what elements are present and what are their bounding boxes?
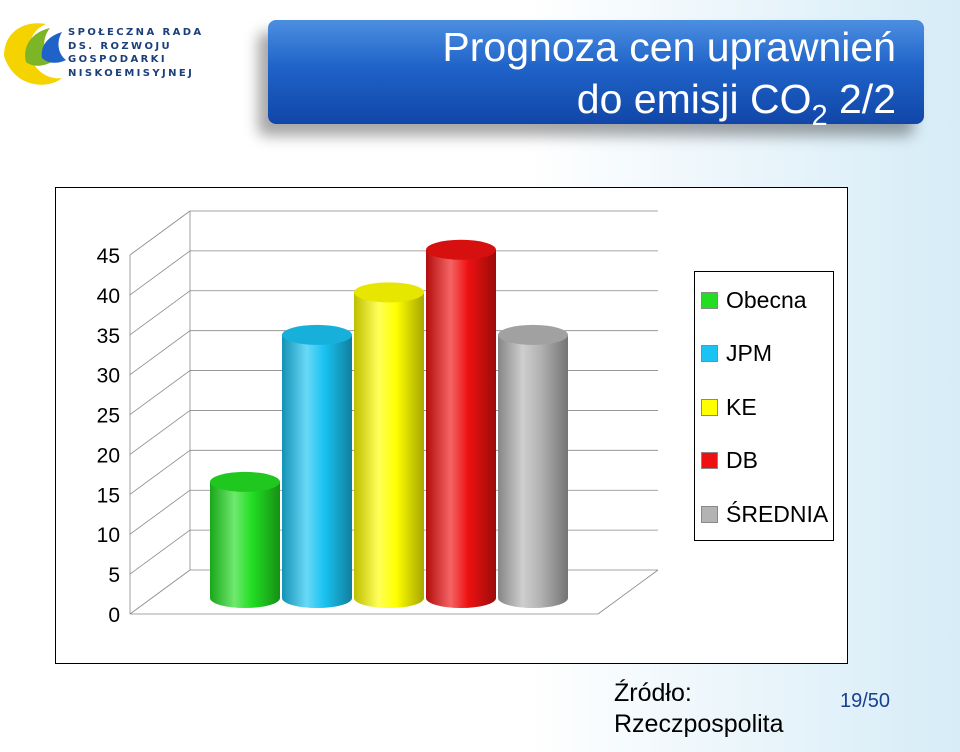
y-tick-label: 10 xyxy=(97,524,120,547)
gridline-depth xyxy=(129,370,191,415)
title-co-text: do emisji CO xyxy=(576,76,812,122)
gridline-depth xyxy=(129,489,191,535)
y-tick-label: 5 xyxy=(108,564,120,587)
bar-top xyxy=(354,282,424,303)
bar-ke xyxy=(354,282,424,608)
legend-swatch xyxy=(701,291,718,309)
legend-label: DB xyxy=(726,447,758,473)
bar-top xyxy=(498,324,568,345)
bar-body xyxy=(210,481,280,608)
legend-label: Obecna xyxy=(726,286,807,313)
legend-swatch xyxy=(701,398,718,416)
bar-top xyxy=(210,471,280,492)
bar-body xyxy=(498,334,568,608)
bar-body xyxy=(426,249,496,608)
bar-obecna xyxy=(210,471,280,608)
bar-body xyxy=(282,334,352,608)
y-tick-label: 25 xyxy=(97,405,120,428)
legend-label: KE xyxy=(726,393,757,420)
logo xyxy=(4,23,66,85)
legend-label: JPM xyxy=(726,340,772,366)
bar-body xyxy=(354,292,424,608)
y-tick-label: 30 xyxy=(97,365,120,388)
y-tick-label: 0 xyxy=(108,604,120,627)
legend-swatch xyxy=(701,452,718,469)
legend-item: Obecna xyxy=(701,286,807,313)
logo-line: GOSPODARKI xyxy=(68,54,167,65)
bar-top xyxy=(426,239,496,260)
y-tick-label: 35 xyxy=(97,325,120,348)
logo-line: DS. ROZWOJU xyxy=(68,40,173,52)
y-tick-label: 40 xyxy=(97,285,120,308)
chart-legend: Obecna JPM KE DB ŚREDNIA xyxy=(694,271,834,541)
page-number: 19/50 xyxy=(840,690,891,712)
gridline-depth xyxy=(129,290,191,336)
title-subscript: 2 xyxy=(811,100,828,132)
gridline-depth xyxy=(129,569,191,615)
title-banner: Prognoza cen uprawnień do emisji CO2 2/2 xyxy=(268,20,924,132)
legend-item: KE xyxy=(701,393,757,420)
slide-title-line1: Prognoza cen uprawnień xyxy=(442,24,896,70)
source-note: Źródło: Rzeczpospolita xyxy=(614,678,784,740)
y-tick-label: 15 xyxy=(97,484,120,507)
legend-item: ŚREDNIA xyxy=(701,500,829,527)
logo-emblem-icon xyxy=(4,23,66,85)
y-tick-label: 45 xyxy=(97,245,120,268)
bar-średnia xyxy=(498,324,568,608)
legend-item: JPM xyxy=(701,340,772,366)
legend-label: ŚREDNIA xyxy=(726,500,829,527)
gridline-depth xyxy=(129,410,191,455)
bar-db xyxy=(426,239,496,608)
legend-item: DB xyxy=(701,447,758,473)
bar-top xyxy=(282,324,352,345)
gridline-depth xyxy=(129,210,191,256)
title-tail: 2/2 xyxy=(827,76,896,122)
source-name: Rzeczpospolita xyxy=(614,710,784,738)
gridline-depth xyxy=(129,250,191,296)
y-tick-label: 20 xyxy=(97,444,120,467)
floor-side-edge xyxy=(597,569,659,615)
bar-jpm xyxy=(282,324,352,608)
legend-swatch xyxy=(701,505,718,523)
logo-line: NISKOEMISYJNEJ xyxy=(68,67,195,79)
source-label: Źródło: xyxy=(614,679,692,707)
logo-text: SPOŁECZNA RADA DS. ROZWOJU GOSPODARKI NI… xyxy=(68,26,208,80)
slide-title-line2: do emisji CO2 2/2 xyxy=(576,76,896,132)
logo-line: SPOŁECZNA RADA xyxy=(68,27,204,38)
gridline-depth xyxy=(129,330,191,375)
gridline-depth xyxy=(129,450,191,495)
legend-swatch xyxy=(701,345,718,362)
gridline-depth xyxy=(129,529,191,575)
